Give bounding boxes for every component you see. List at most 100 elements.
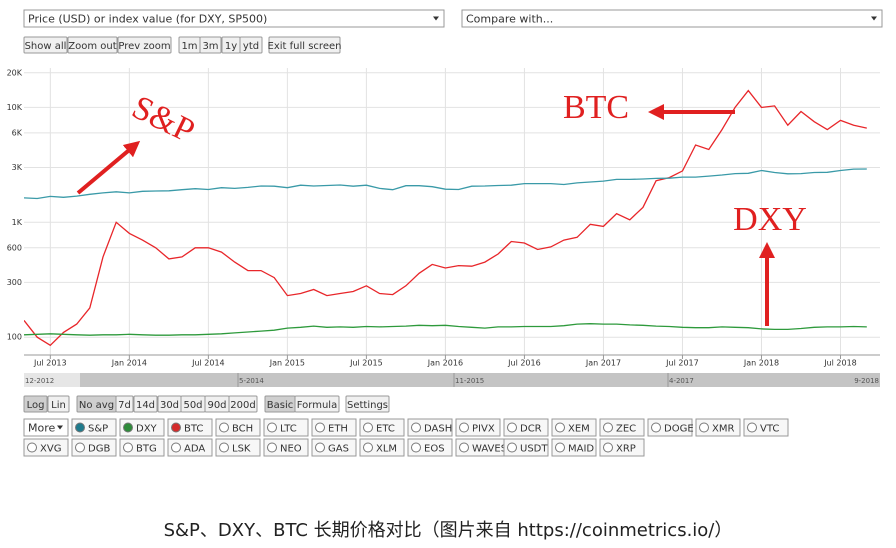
asset-toggle[interactable]: LSK: [215, 438, 261, 457]
asset-name: ETH: [328, 424, 348, 435]
asset-box: [407, 438, 453, 457]
x-tick-label: Jan 2015: [269, 359, 305, 368]
asset-toggle[interactable]: LTC: [263, 418, 309, 437]
asset-dot: [699, 422, 709, 433]
asset-toggle[interactable]: DGB: [71, 438, 117, 457]
asset-toggle[interactable]: WAVES: [455, 438, 507, 457]
avg-button[interactable]: 200d: [228, 395, 258, 413]
asset-name: USDT: [520, 444, 548, 455]
asset-box: [407, 418, 453, 437]
asset-name: XEM: [568, 424, 590, 435]
asset-dot: [171, 422, 181, 433]
avg-button-box: [115, 395, 134, 413]
asset-box: [551, 418, 597, 437]
asset-toggle[interactable]: ETH: [311, 418, 357, 437]
navigator-label: 11-2015: [455, 377, 484, 385]
asset-dot: [603, 422, 613, 433]
avg-button[interactable]: 30d: [157, 395, 182, 413]
asset-toggle[interactable]: PIVX: [455, 418, 501, 437]
mode-button[interactable]: Formula: [294, 395, 340, 413]
asset-dot: [555, 442, 565, 453]
avg-button-label: 7d: [118, 400, 131, 411]
y-tick-label: 6K: [12, 128, 23, 137]
scale-button[interactable]: Log: [23, 395, 48, 413]
asset-toggle[interactable]: NEO: [263, 438, 309, 457]
asset-name: EOS: [424, 444, 445, 455]
asset-name: BTG: [136, 444, 157, 455]
asset-dot: [75, 442, 85, 453]
range-button[interactable]: 1m: [178, 36, 201, 54]
asset-box: [359, 438, 405, 457]
more-select[interactable]: More: [23, 418, 69, 437]
avg-button-label: 200d: [230, 400, 255, 411]
asset-toggle[interactable]: BCH: [215, 418, 261, 437]
navigator-window[interactable]: [80, 373, 880, 387]
asset-name: NEO: [280, 444, 302, 455]
asset-box: [647, 418, 693, 437]
asset-name: GAS: [328, 444, 349, 455]
price-select[interactable]: Price (USD) or index value (for DXY, SP5…: [23, 9, 445, 28]
avg-button[interactable]: 90d: [204, 395, 230, 413]
asset-box: [119, 438, 165, 457]
range-button[interactable]: 3m: [199, 36, 222, 54]
compare-select[interactable]: Compare with...: [461, 9, 883, 28]
asset-toggle[interactable]: USDT: [503, 438, 549, 457]
avg-button-label: 90d: [207, 400, 226, 411]
range-button-label: 1y: [225, 41, 237, 52]
asset-toggle[interactable]: XLM: [359, 438, 405, 457]
avg-button[interactable]: 50d: [180, 395, 206, 413]
range-button[interactable]: 1y: [221, 36, 241, 54]
compare-select-caret: [871, 16, 877, 21]
settings-button-label: Settings: [347, 400, 388, 411]
range-button[interactable]: ytd: [239, 36, 263, 54]
asset-toggle[interactable]: XRP: [599, 438, 645, 457]
asset-toggle[interactable]: GAS: [311, 438, 357, 457]
series-annotation: DXY: [733, 201, 807, 238]
arrow: [76, 140, 141, 195]
settings-button[interactable]: Settings: [345, 395, 390, 413]
scale-button-label: Log: [27, 400, 45, 411]
avg-button[interactable]: No avg: [76, 395, 117, 413]
zoom-button[interactable]: Prev zoom: [117, 36, 172, 54]
x-tick-label: Jul 2018: [823, 359, 857, 368]
asset-toggle[interactable]: VTC: [743, 418, 789, 437]
asset-name: S&P: [88, 424, 108, 435]
asset-name: WAVES: [472, 444, 507, 455]
asset-dot: [507, 422, 517, 433]
asset-name: DOGE: [664, 424, 694, 435]
asset-toggle[interactable]: ZEC: [599, 418, 645, 437]
fullscreen-button[interactable]: Exit full screen: [268, 36, 342, 54]
zoom-button-box: [117, 36, 172, 54]
x-tick-label: Jan 2014: [111, 359, 147, 368]
asset-toggle[interactable]: MAID: [551, 438, 597, 457]
asset-toggle[interactable]: DCR: [503, 418, 549, 437]
asset-toggle[interactable]: XEM: [551, 418, 597, 437]
asset-toggle[interactable]: DASH: [407, 418, 453, 437]
asset-toggle[interactable]: DXY: [119, 418, 165, 437]
asset-toggle[interactable]: DOGE: [647, 418, 694, 437]
avg-button[interactable]: 7d: [115, 395, 134, 413]
asset-toggle[interactable]: BTC: [167, 418, 213, 437]
asset-toggle[interactable]: XMR: [695, 418, 741, 437]
asset-name: DASH: [424, 424, 452, 435]
annotation-arrows: [76, 104, 775, 326]
zoom-button[interactable]: Show all: [23, 36, 68, 54]
asset-toggle[interactable]: EOS: [407, 438, 453, 457]
navigator-label: 5-2014: [239, 377, 264, 385]
scale-button-label: Lin: [51, 400, 66, 411]
asset-box: [503, 418, 549, 437]
avg-button-label: 30d: [160, 400, 179, 411]
asset-toggle[interactable]: XVG: [23, 438, 69, 457]
asset-toggle[interactable]: ADA: [167, 438, 213, 457]
asset-dot: [411, 422, 421, 433]
avg-button[interactable]: 14d: [133, 395, 158, 413]
asset-toggle[interactable]: BTG: [119, 438, 165, 457]
asset-box: [23, 438, 69, 457]
asset-toggle[interactable]: S&P: [71, 418, 117, 437]
asset-box: [503, 438, 549, 457]
asset-name: ZEC: [616, 424, 636, 435]
scale-button[interactable]: Lin: [47, 395, 70, 413]
zoom-button[interactable]: Zoom out: [67, 36, 118, 54]
mode-button[interactable]: Basic: [264, 395, 296, 413]
asset-toggle[interactable]: ETC: [359, 418, 405, 437]
